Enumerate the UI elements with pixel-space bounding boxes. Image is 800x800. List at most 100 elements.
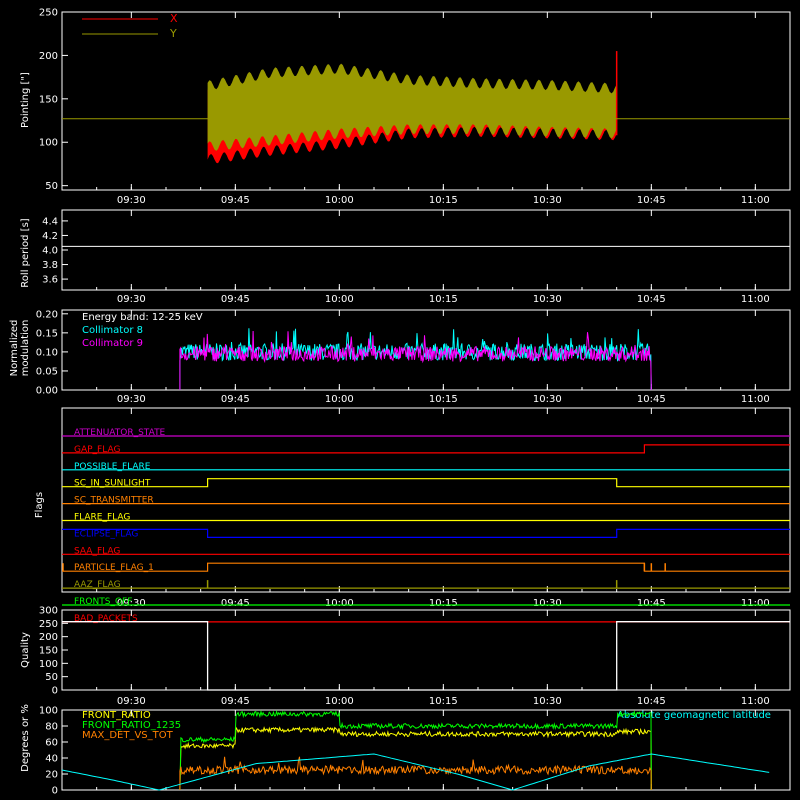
- quality-y-tick-label: 250: [39, 619, 58, 630]
- geomag-y-tick-label: 40: [45, 754, 58, 765]
- modulation-x-tick-label: 10:45: [637, 394, 666, 405]
- pointing-axes-frame: [61, 11, 791, 191]
- roll-x-tick-label: 10:30: [533, 294, 562, 305]
- modulation-y-tick-label: 0.15: [36, 328, 58, 339]
- pointing-x-tick-label: 09:30: [117, 195, 146, 206]
- roll-y-tick-label: 4.4: [42, 216, 58, 227]
- flag-line-gap-flag: [62, 444, 790, 454]
- modulation-axes-frame: [61, 309, 791, 391]
- geomag-y-tick-label: 80: [45, 722, 58, 733]
- roll-x-tick-label: 10:15: [429, 294, 458, 305]
- geomag-y-tick-label: 0: [52, 786, 58, 797]
- modulation-series-8: [179, 328, 652, 391]
- modulation-series-9: [179, 330, 652, 391]
- roll-x-tick-label: 10:45: [637, 294, 666, 305]
- flags-x-tick-label: 09:45: [221, 598, 250, 609]
- geomag-y-tick-label: 60: [45, 738, 58, 749]
- flags-x-tick-label: 10:15: [429, 598, 458, 609]
- modulation-y-tick-label: 0.05: [36, 366, 58, 377]
- pointing-x-tick-label: 09:45: [221, 195, 250, 206]
- quality-y-tick-label: 200: [39, 632, 58, 643]
- geomag-series-absolute-geomagnetic-latitude: [61, 753, 770, 791]
- flags-axes-frame: [61, 407, 791, 593]
- flag-label-particle-flag-1: PARTICLE_FLAG_1: [74, 563, 154, 573]
- pointing-y-tick-label: 50: [45, 181, 58, 192]
- modulation-x-tick-label: 10:30: [533, 394, 562, 405]
- flag-line-eclipse-flag: [62, 528, 790, 538]
- flags-x-tick-label: 10:00: [325, 598, 354, 609]
- quality-ylabel: Quality: [20, 632, 31, 668]
- pointing-x-tick-label: 10:00: [325, 195, 354, 206]
- quality-x-tick-label: 10:00: [325, 696, 354, 707]
- pointing-y-tick-label: 250: [39, 8, 58, 19]
- pointing-x-tick-label: 10:45: [637, 195, 666, 206]
- modulation-legend-collimator-8: Collimator 8: [82, 325, 143, 336]
- flag-label-saa-flag: SAA_FLAG: [74, 546, 120, 556]
- flag-line-particle-flag-1: [62, 562, 790, 572]
- geomag-legend-front-ratio: FRONT_RATIO: [82, 710, 151, 721]
- modulation-annotation: Energy band: 12-25 keV: [82, 312, 203, 323]
- quality-y-tick-label: 50: [45, 672, 58, 683]
- modulation-x-tick-label: 10:15: [429, 394, 458, 405]
- pointing-ylabel: Pointing ["]: [20, 72, 31, 128]
- quality-y-tick-label: 100: [39, 659, 58, 670]
- quality-y-tick-label: 300: [39, 606, 58, 617]
- flags-x-tick-label: 10:30: [533, 598, 562, 609]
- modulation-x-tick-label: 10:00: [325, 394, 354, 405]
- pointing-x-tick-label: 10:15: [429, 195, 458, 206]
- flags-x-tick-label: 10:45: [637, 598, 666, 609]
- quality-x-tick-label: 09:45: [221, 696, 250, 707]
- legend-x-label: X: [170, 12, 178, 25]
- quality-x-tick-label: 09:30: [117, 696, 146, 707]
- modulation-legend-collimator-9: Collimator 9: [82, 338, 143, 349]
- geomag-series-front-ratio-1235: [179, 709, 652, 791]
- geomag-legend-front-ratio-1235: FRONT_RATIO_1235: [82, 720, 181, 731]
- flag-label-attenuator-state: ATTENUATOR_STATE: [74, 428, 166, 438]
- plot-area: 09:30 09:45 10:00 10:15 10:30 10:45 11:00 50 100…: [36, 8, 791, 797]
- roll-x-tick-label: 11:00: [741, 294, 770, 305]
- flag-label-fronts-off: FRONTS_OFF: [74, 597, 132, 607]
- modulation-y-tick-label: 0.20: [36, 309, 58, 320]
- quality-x-tick-label: 11:00: [741, 696, 770, 707]
- pointing-y-band: [207, 63, 617, 151]
- geomag-ylabel: Degrees or %: [20, 704, 31, 772]
- flag-label-bad-packets: BAD_PACKETS: [74, 614, 138, 624]
- roll-x-tick-label: 09:45: [221, 294, 250, 305]
- modulation-x-tick-label: 11:00: [741, 394, 770, 405]
- modulation-y-tick-label: 0.10: [36, 347, 58, 358]
- pointing-x-tick-label: 10:30: [533, 195, 562, 206]
- flag-label-sc-transmitter: SC_TRANSMITTER: [74, 496, 154, 506]
- pointing-x-tick-label: 11:00: [741, 195, 770, 206]
- quality-x-tick-label: 10:30: [533, 696, 562, 707]
- quality-y-tick-label: 150: [39, 646, 58, 657]
- flag-label-eclipse-flag: ECLIPSE_FLAG: [74, 529, 138, 539]
- pointing-y-tick-label: 200: [39, 51, 58, 62]
- roll-y-tick-label: 4.2: [42, 231, 58, 242]
- flags-x-tick-label: 11:00: [741, 598, 770, 609]
- pointing-y-tick-label: 100: [39, 138, 58, 149]
- geomag-legend-max-det-vs-tot: MAX_DET_VS_TOT: [82, 730, 174, 741]
- flags-ylabel: Flags: [34, 492, 45, 518]
- flag-label-flare-flag: FLARE_FLAG: [74, 513, 130, 523]
- flags-x-tick-label: 09:30: [117, 598, 146, 609]
- legend-y-label: Y: [169, 27, 177, 40]
- flag-label-possible-flare: POSSIBLE_FLARE: [74, 462, 151, 472]
- geomag-y-tick-label: 20: [45, 770, 58, 781]
- flag-label-gap-flag: GAP_FLAG: [74, 445, 120, 455]
- roll-y-tick-label: 4.0: [42, 246, 58, 257]
- roll-x-tick-label: 10:00: [325, 294, 354, 305]
- flag-label-aaz-flag: AAZ_FLAG: [74, 580, 121, 590]
- modulation-x-tick-label: 09:45: [221, 394, 250, 405]
- quality-line: [62, 621, 790, 691]
- roll-x-tick-label: 09:30: [117, 294, 146, 305]
- flag-label-sc-in-sunlight: SC_IN_SUNLIGHT: [74, 479, 151, 489]
- modulation-x-tick-label: 09:30: [117, 394, 146, 405]
- roll-y-tick-label: 3.6: [42, 275, 58, 286]
- modulation-ylabel-2: modulation: [20, 320, 31, 377]
- flag-line-sc-in-sunlight: [62, 478, 790, 488]
- quality-x-tick-label: 10:45: [637, 696, 666, 707]
- roll-y-tick-label: 3.8: [42, 260, 58, 271]
- modulation-y-tick-label: 0.00: [36, 386, 58, 397]
- geomag-y-tick-label: 100: [39, 706, 58, 717]
